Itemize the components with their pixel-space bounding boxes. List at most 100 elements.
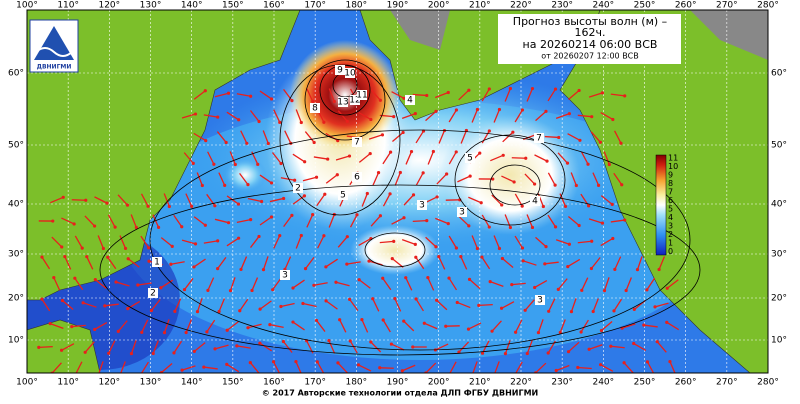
arrow-head xyxy=(327,339,330,342)
arrow-head xyxy=(114,226,117,229)
logo-text: ДВНИГМИ xyxy=(37,64,72,71)
arrow-head xyxy=(369,152,372,155)
arrow-head xyxy=(613,268,616,271)
lon-label: 130° xyxy=(140,378,162,388)
arrow-head xyxy=(434,245,437,248)
arrow-head xyxy=(599,363,602,366)
arrow-head xyxy=(404,276,407,279)
arrow-head xyxy=(402,320,405,323)
arrow-head xyxy=(531,226,534,229)
arrow-head xyxy=(196,310,199,313)
arrow-head xyxy=(216,115,219,118)
arrow-head xyxy=(107,352,110,355)
arrow-head xyxy=(357,363,360,366)
arrow-head xyxy=(388,192,391,195)
arrow-head xyxy=(193,350,196,353)
lon-label: 240° xyxy=(592,378,614,388)
contour-label: 3 xyxy=(459,208,465,218)
arrow-head xyxy=(592,310,595,313)
arrow-head xyxy=(338,318,341,321)
arrow-head xyxy=(262,268,265,271)
contour-label: 1 xyxy=(154,258,160,268)
arrow-head xyxy=(467,327,470,330)
arrow-head xyxy=(579,330,582,333)
arrow-head xyxy=(447,91,450,94)
arrow-head xyxy=(599,141,602,144)
contour-label: 2 xyxy=(295,184,301,194)
contour-label: 9 xyxy=(337,66,343,76)
arrow-head xyxy=(611,118,614,121)
arrow-head xyxy=(293,179,296,182)
arrow-head xyxy=(323,193,326,196)
arrow-head xyxy=(336,361,339,364)
arrow-head xyxy=(303,194,306,197)
arrow-head xyxy=(521,246,524,249)
arrow-head xyxy=(665,321,668,324)
arrow-head xyxy=(511,131,514,134)
lon-label: 160° xyxy=(263,1,285,11)
arrow-head xyxy=(103,304,106,307)
arrow xyxy=(413,221,427,222)
arrow-head xyxy=(609,345,612,348)
arrow-head xyxy=(547,310,550,313)
arrow-head xyxy=(346,235,349,238)
contour-label: 7 xyxy=(354,138,360,148)
arrow-head xyxy=(653,305,656,308)
arrow-head xyxy=(566,162,569,165)
contour-label: 2 xyxy=(150,289,156,299)
arrow-head xyxy=(378,366,381,369)
arrow-head xyxy=(564,205,567,208)
arrow-head xyxy=(410,150,413,153)
arrow-head xyxy=(500,307,503,310)
arrow-head xyxy=(312,284,315,287)
arrow-head xyxy=(117,330,120,333)
arrow-head xyxy=(270,97,273,100)
contour-label: 5 xyxy=(467,154,473,164)
lon-label: 180° xyxy=(345,378,367,388)
arrow-head xyxy=(250,289,253,292)
lon-label: 280° xyxy=(757,378,779,388)
arrow-head xyxy=(304,267,307,270)
arrow-head xyxy=(348,154,351,157)
arrow-head xyxy=(147,260,150,263)
arrow-head xyxy=(146,205,149,208)
arrow-head xyxy=(543,262,546,265)
contour-label: 10 xyxy=(344,69,356,79)
arrow-head xyxy=(411,345,414,348)
arrow-head xyxy=(300,234,303,237)
arrow-head xyxy=(213,347,216,350)
arrow-head xyxy=(300,121,303,124)
lon-label: 270° xyxy=(716,378,738,388)
lon-label: 160° xyxy=(263,378,285,388)
arrow-head xyxy=(570,310,573,313)
arrow-head xyxy=(204,89,207,92)
lon-label: 280° xyxy=(757,1,779,11)
lat-label: 10° xyxy=(8,336,24,346)
arrow-head xyxy=(234,163,237,166)
arrow-head xyxy=(513,180,516,183)
arrow-head xyxy=(601,91,604,94)
arrow-head xyxy=(93,328,96,331)
arrow-head xyxy=(447,276,450,279)
arrow-head xyxy=(37,346,40,349)
lat-label: 60° xyxy=(8,69,24,79)
lon-label: 110° xyxy=(57,1,79,11)
arrow-head xyxy=(324,265,327,268)
arrow-head xyxy=(70,325,73,328)
arrow-head xyxy=(577,89,580,92)
arrow-head xyxy=(82,301,85,304)
arrow-head xyxy=(391,257,394,260)
arrow-head xyxy=(294,360,297,363)
arrow-head xyxy=(504,352,507,355)
lon-label: 240° xyxy=(592,1,614,11)
arrow-head xyxy=(668,360,671,363)
lon-label: 230° xyxy=(551,1,573,11)
lat-label: 20° xyxy=(8,294,24,304)
arrow-head xyxy=(576,366,579,369)
arrow-head xyxy=(268,323,271,326)
arrow-head xyxy=(625,289,628,292)
lat-label: 60° xyxy=(771,69,787,79)
arrow-head xyxy=(455,108,458,111)
arrow-head xyxy=(355,213,358,216)
arrow-head xyxy=(434,110,437,113)
